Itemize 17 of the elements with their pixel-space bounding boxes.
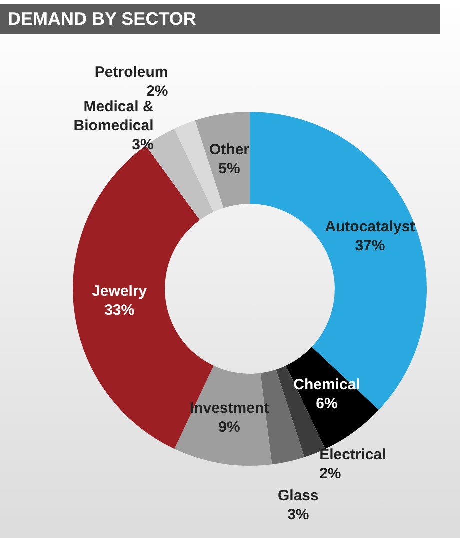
slice-label: Autocatalyst bbox=[325, 218, 416, 236]
slice-label: Other bbox=[210, 141, 250, 158]
data-label: 33% bbox=[104, 302, 135, 319]
slice-label: Electrical bbox=[320, 446, 386, 464]
data-label: 2% bbox=[146, 83, 168, 100]
data-label: 2% bbox=[320, 465, 342, 482]
slice-label: Medical & Biomedical bbox=[74, 98, 154, 134]
data-label: 3% bbox=[288, 506, 310, 524]
slice-label: Glass bbox=[278, 487, 319, 504]
data-label: 5% bbox=[218, 160, 240, 178]
data-label: 37% bbox=[355, 238, 386, 255]
slice-label: Jewelry bbox=[92, 282, 148, 300]
slice-label: Petroleum bbox=[94, 64, 168, 82]
data-label: 9% bbox=[218, 419, 240, 436]
data-label: 3% bbox=[132, 136, 154, 154]
chart-title: DEMAND BY SECTOR bbox=[0, 4, 440, 34]
data-label: 6% bbox=[316, 396, 338, 413]
